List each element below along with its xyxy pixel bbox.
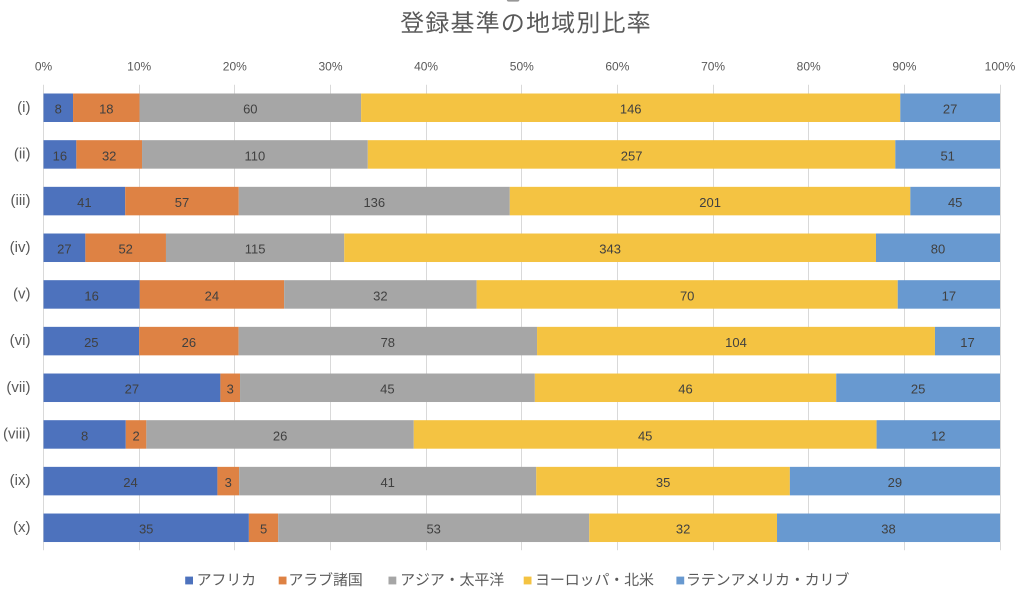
svg-text:52: 52 — [118, 242, 132, 257]
svg-text:18: 18 — [99, 102, 113, 117]
svg-text:(ii): (ii) — [14, 145, 31, 162]
svg-text:(i): (i) — [17, 99, 30, 116]
svg-text:(v): (v) — [13, 285, 31, 302]
svg-text:26: 26 — [182, 335, 196, 350]
svg-text:3: 3 — [225, 475, 232, 490]
svg-text:20%: 20% — [223, 59, 247, 73]
svg-text:45: 45 — [948, 195, 962, 210]
svg-text:343: 343 — [599, 242, 621, 257]
svg-text:45: 45 — [380, 382, 394, 397]
svg-text:115: 115 — [245, 242, 266, 257]
svg-text:12: 12 — [931, 428, 945, 443]
svg-text:32: 32 — [676, 522, 690, 537]
svg-text:17: 17 — [960, 335, 974, 350]
svg-text:24: 24 — [123, 475, 137, 490]
svg-text:70: 70 — [680, 288, 694, 303]
svg-text:80%: 80% — [797, 59, 821, 73]
svg-text:100%: 100% — [985, 59, 1016, 73]
svg-text:27: 27 — [57, 242, 71, 257]
svg-text:104: 104 — [725, 335, 747, 350]
svg-text:90%: 90% — [892, 59, 916, 73]
svg-text:51: 51 — [940, 148, 954, 163]
svg-text:30%: 30% — [318, 59, 342, 73]
svg-text:25: 25 — [911, 382, 925, 397]
svg-text:(ix): (ix) — [10, 472, 31, 489]
svg-text:(vii): (vii) — [6, 379, 30, 396]
svg-text:38: 38 — [881, 522, 895, 537]
svg-text:78: 78 — [381, 335, 395, 350]
svg-text:8: 8 — [55, 102, 62, 117]
svg-text:32: 32 — [373, 288, 387, 303]
svg-text:(iii): (iii) — [11, 192, 31, 209]
svg-text:41: 41 — [380, 475, 394, 490]
svg-text:27: 27 — [125, 382, 139, 397]
svg-text:29: 29 — [888, 475, 902, 490]
svg-text:80: 80 — [931, 242, 945, 257]
svg-text:24: 24 — [205, 288, 219, 303]
svg-text:27: 27 — [943, 102, 957, 117]
svg-text:(vi): (vi) — [10, 332, 31, 349]
svg-text:17: 17 — [942, 288, 956, 303]
svg-text:8: 8 — [81, 428, 88, 443]
svg-text:53: 53 — [426, 522, 440, 537]
svg-text:35: 35 — [139, 522, 153, 537]
svg-text:45: 45 — [638, 428, 652, 443]
svg-text:0%: 0% — [35, 59, 53, 73]
svg-text:136: 136 — [363, 195, 385, 210]
svg-text:40%: 40% — [414, 59, 438, 73]
svg-text:70%: 70% — [701, 59, 725, 73]
svg-text:16: 16 — [53, 148, 67, 163]
svg-text:41: 41 — [77, 195, 91, 210]
svg-text:25: 25 — [84, 335, 98, 350]
svg-text:3: 3 — [227, 382, 234, 397]
svg-text:(x): (x) — [13, 519, 31, 536]
svg-text:(viii): (viii) — [3, 425, 31, 442]
svg-text:110: 110 — [245, 148, 266, 163]
svg-text:60%: 60% — [605, 59, 629, 73]
svg-text:10%: 10% — [127, 59, 151, 73]
svg-text:201: 201 — [699, 195, 721, 210]
svg-text:5: 5 — [260, 522, 267, 537]
svg-text:46: 46 — [678, 382, 692, 397]
svg-text:26: 26 — [273, 428, 287, 443]
svg-text:146: 146 — [620, 102, 642, 117]
svg-text:(iv): (iv) — [10, 239, 31, 256]
svg-text:257: 257 — [621, 148, 643, 163]
svg-text:16: 16 — [84, 288, 98, 303]
svg-text:57: 57 — [175, 195, 189, 210]
svg-text:35: 35 — [656, 475, 670, 490]
svg-text:50%: 50% — [510, 59, 534, 73]
svg-text:32: 32 — [102, 148, 116, 163]
svg-text:2: 2 — [132, 428, 139, 443]
svg-text:60: 60 — [243, 102, 257, 117]
